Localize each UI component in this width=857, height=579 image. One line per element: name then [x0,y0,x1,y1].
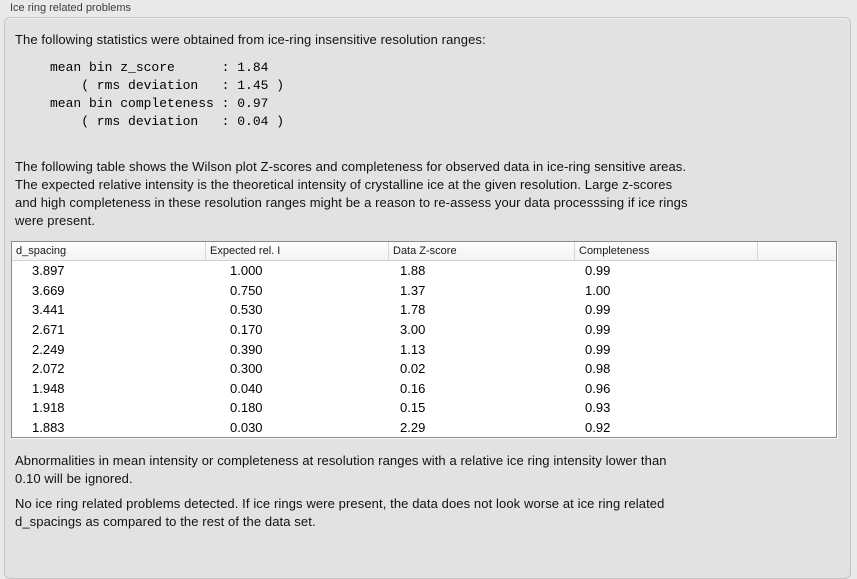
table-cell-expected-rel-i: 0.170 [230,321,263,337]
table-cell-expected-rel-i: 0.530 [230,302,263,318]
table-cell-completeness: 0.99 [585,302,611,318]
table-cell-d-spacing: 2.072 [32,361,65,377]
table-cell-expected-rel-i: 0.030 [230,419,263,435]
ice-ring-table-header: d_spacing Expected rel. I Data Z-score Comp… [12,242,836,261]
conclusion-text: No ice ring related problems detected. I… [15,496,665,529]
table-row[interactable]: 1.948 0.040 0.16 0.96 [12,378,836,398]
column-header-filler [758,242,836,260]
table-cell-expected-rel-i: 0.300 [230,361,263,377]
table-cell-expected-rel-i: 0.390 [230,341,263,357]
table-cell-d-spacing: 2.249 [32,341,65,357]
stats-block: mean bin z_score : 1.84 ( rms deviation … [50,60,285,129]
table-cell-completeness: 0.99 [585,321,611,337]
table-cell-expected-rel-i: 0.750 [230,282,263,298]
table-cell-data-z-score: 1.78 [400,302,426,318]
table-cell-completeness: 0.96 [585,380,611,396]
table-cell-expected-rel-i: 1.000 [230,263,263,279]
table-cell-completeness: 0.98 [585,361,611,377]
table-cell-completeness: 0.99 [585,341,611,357]
ice-ring-panel: The following statistics were obtained f… [4,17,851,579]
table-cell-d-spacing: 1.948 [32,380,65,396]
column-header-data-z-score[interactable]: Data Z-score [389,242,575,260]
table-cell-data-z-score: 1.88 [400,263,426,279]
table-row[interactable]: 2.072 0.300 0.02 0.98 [12,359,836,379]
table-cell-data-z-score: 0.02 [400,361,426,377]
column-header-completeness[interactable]: Completeness [575,242,758,260]
table-cell-d-spacing: 3.441 [32,302,65,318]
table-cell-expected-rel-i: 0.040 [230,380,263,396]
table-cell-completeness: 0.99 [585,263,611,279]
table-row[interactable]: 3.897 1.000 1.88 0.99 [12,261,836,281]
table-row[interactable]: 1.883 0.030 2.29 0.92 [12,418,836,438]
table-cell-completeness: 0.92 [585,419,611,435]
intro-text: The following statistics were obtained f… [15,32,486,47]
table-row[interactable]: 2.671 0.170 3.00 0.99 [12,320,836,340]
panel-title: Ice ring related problems [10,2,132,14]
table-cell-completeness: 0.93 [585,400,611,416]
table-cell-data-z-score: 3.00 [400,321,426,337]
table-row[interactable]: 3.441 0.530 1.78 0.99 [12,300,836,320]
table-row[interactable]: 3.669 0.750 1.37 1.00 [12,281,836,301]
table-cell-d-spacing: 1.918 [32,400,65,416]
table-row[interactable]: 2.249 0.390 1.13 0.99 [12,339,836,359]
ignore-note-text: Abnormalities in mean intensity or compl… [15,453,667,486]
ice-ring-table[interactable]: d_spacing Expected rel. I Data Z-score Comp… [11,241,837,438]
column-header-d-spacing[interactable]: d_spacing [12,242,206,260]
table-cell-expected-rel-i: 0.180 [230,400,263,416]
column-header-expected-rel-i[interactable]: Expected rel. I [206,242,389,260]
table-cell-d-spacing: 3.897 [32,263,65,279]
table-intro-text: The following table shows the Wilson plo… [15,159,688,228]
table-cell-d-spacing: 2.671 [32,321,65,337]
table-cell-completeness: 1.00 [585,282,611,298]
table-cell-data-z-score: 0.15 [400,400,426,416]
table-row[interactable]: 1.918 0.180 0.15 0.93 [12,398,836,418]
table-cell-data-z-score: 1.13 [400,341,426,357]
table-cell-data-z-score: 2.29 [400,419,426,435]
table-cell-d-spacing: 3.669 [32,282,65,298]
table-cell-data-z-score: 1.37 [400,282,426,298]
ice-ring-table-body: 3.897 1.000 1.88 0.99 3.669 0.750 1.37 1.00 3.44… [12,261,836,437]
table-cell-data-z-score: 0.16 [400,380,426,396]
table-cell-d-spacing: 1.883 [32,419,65,435]
